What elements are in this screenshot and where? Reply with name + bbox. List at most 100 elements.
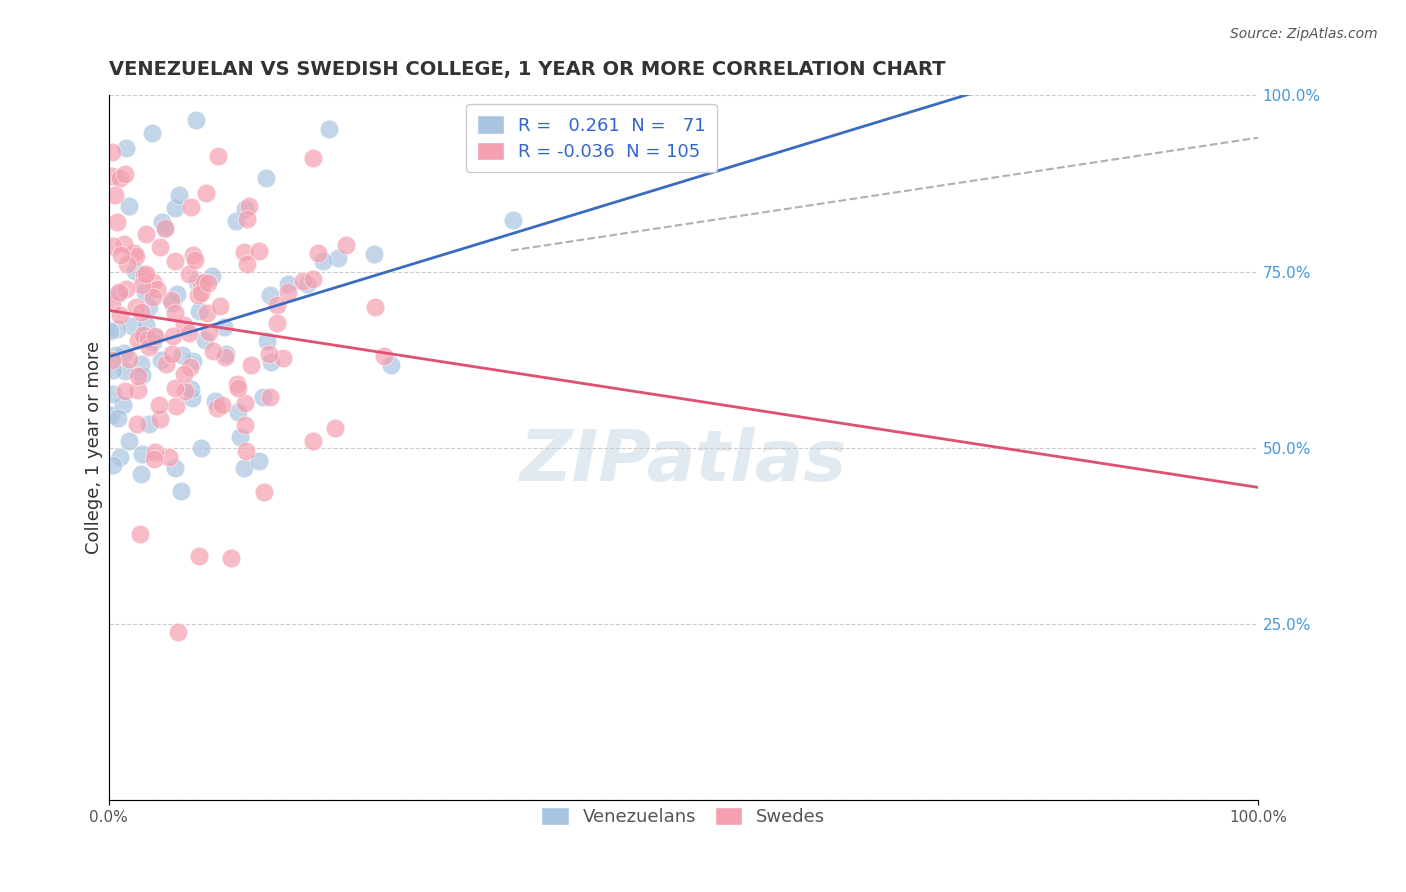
Point [155, 221, 177, 235]
Point [181, 247, 204, 261]
Text: VENEZUELAN VS SWEDISH COLLEGE, 1 YEAR OR MORE CORRELATION CHART: VENEZUELAN VS SWEDISH COLLEGE, 1 YEAR OR… [108, 60, 945, 78]
Point [259, 346, 281, 360]
Point [105, 321, 128, 335]
Text: ZIPatlas: ZIPatlas [520, 427, 846, 497]
Point [236, 212, 259, 227]
Point [318, 122, 340, 136]
Point [162, 296, 184, 310]
Point [107, 411, 129, 425]
Point [118, 199, 141, 213]
Point [124, 264, 146, 278]
Point [190, 286, 212, 301]
Point [129, 357, 152, 371]
Point [205, 401, 228, 416]
Point [118, 434, 141, 449]
Point [138, 300, 160, 314]
Point [302, 434, 325, 449]
Point [103, 239, 125, 253]
Point [225, 376, 247, 391]
Point [254, 171, 277, 186]
Point [259, 288, 281, 302]
Point [180, 382, 202, 396]
Point [114, 167, 136, 181]
Point [301, 151, 323, 165]
Point [323, 421, 346, 435]
Point [100, 408, 122, 422]
Point [181, 354, 204, 368]
Point [152, 215, 174, 229]
Point [211, 398, 233, 412]
Point [114, 363, 136, 377]
Point [104, 187, 127, 202]
Point [114, 384, 136, 399]
Point [157, 450, 180, 465]
Point [380, 359, 402, 373]
Point [247, 244, 270, 259]
Point [201, 268, 224, 283]
Point [110, 248, 132, 262]
Point [502, 213, 524, 227]
Point [190, 441, 212, 455]
Point [233, 460, 256, 475]
Point [180, 200, 202, 214]
Point [148, 398, 170, 412]
Point [277, 285, 299, 300]
Point [108, 285, 131, 300]
Point [127, 369, 149, 384]
Point [197, 306, 219, 320]
Point [179, 360, 201, 375]
Point [131, 446, 153, 460]
Point [328, 252, 350, 266]
Point [167, 188, 190, 202]
Point [149, 412, 172, 426]
Point [256, 334, 278, 349]
Point [239, 358, 262, 372]
Point [166, 287, 188, 301]
Point [101, 169, 124, 183]
Point [194, 186, 217, 201]
Point [277, 277, 299, 291]
Point [153, 221, 176, 235]
Point [215, 346, 238, 360]
Point [149, 240, 172, 254]
Point [184, 252, 207, 267]
Point [143, 445, 166, 459]
Point [163, 202, 186, 216]
Point [141, 126, 163, 140]
Point [142, 335, 165, 350]
Point [138, 340, 160, 354]
Point [110, 308, 132, 322]
Point [184, 113, 207, 128]
Point [266, 317, 288, 331]
Point [202, 343, 225, 358]
Point [187, 288, 209, 302]
Point [170, 484, 193, 499]
Point [121, 318, 143, 333]
Point [146, 282, 169, 296]
Point [204, 394, 226, 409]
Point [247, 454, 270, 468]
Point [136, 333, 159, 347]
Point [162, 329, 184, 343]
Point [235, 444, 257, 458]
Point [238, 198, 260, 212]
Point [127, 383, 149, 397]
Point [142, 275, 165, 289]
Point [101, 145, 124, 160]
Point [225, 214, 247, 228]
Point [335, 238, 357, 252]
Point [177, 267, 200, 281]
Point [259, 390, 281, 404]
Point [173, 384, 195, 398]
Point [229, 430, 252, 444]
Point [273, 351, 295, 366]
Point [129, 304, 152, 318]
Point [155, 357, 177, 371]
Point [260, 354, 283, 368]
Point [193, 276, 215, 290]
Point [170, 348, 193, 362]
Point [135, 318, 157, 332]
Point [138, 417, 160, 431]
Point [134, 285, 156, 299]
Point [101, 458, 124, 472]
